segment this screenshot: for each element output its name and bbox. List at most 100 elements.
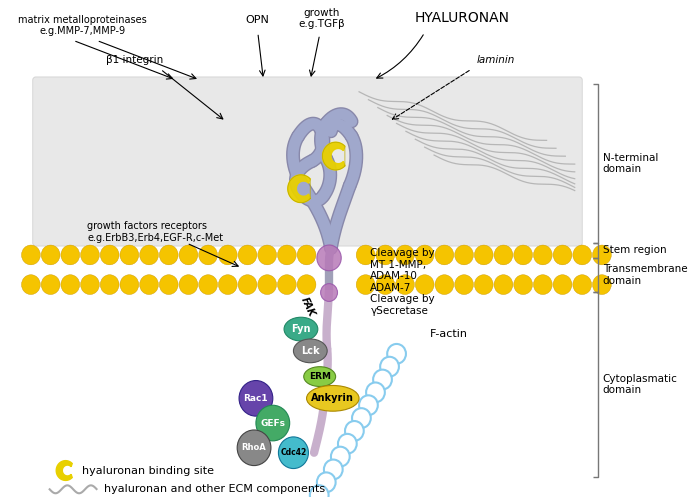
Circle shape [22, 245, 41, 265]
Text: N-terminal
domain: N-terminal domain [603, 152, 658, 174]
Circle shape [298, 245, 316, 265]
Text: Stem region: Stem region [603, 246, 666, 256]
Ellipse shape [284, 317, 318, 341]
Circle shape [120, 245, 139, 265]
Circle shape [376, 245, 395, 265]
Circle shape [345, 421, 364, 441]
Circle shape [338, 434, 357, 454]
Circle shape [475, 245, 493, 265]
Text: hyaluronan binding site: hyaluronan binding site [83, 466, 214, 475]
Circle shape [573, 274, 591, 294]
Circle shape [61, 245, 80, 265]
Circle shape [435, 245, 454, 265]
Text: OPN: OPN [246, 14, 270, 24]
Circle shape [256, 406, 290, 441]
Text: RhoA: RhoA [241, 444, 267, 452]
Text: Cleavage by
MT 1-MMP,
ADAM-10
ADAM-7: Cleavage by MT 1-MMP, ADAM-10 ADAM-7 [370, 248, 435, 293]
Text: Ankyrin: Ankyrin [312, 394, 354, 404]
Circle shape [279, 437, 309, 468]
Circle shape [258, 274, 277, 294]
Circle shape [199, 274, 218, 294]
Ellipse shape [307, 386, 359, 411]
Circle shape [553, 274, 572, 294]
Text: Cleavage by
γSecretase: Cleavage by γSecretase [370, 294, 435, 316]
Circle shape [356, 245, 375, 265]
Circle shape [324, 460, 343, 479]
Circle shape [380, 357, 399, 376]
Circle shape [331, 446, 350, 466]
Text: hyaluronan and other ECM components: hyaluronan and other ECM components [104, 484, 326, 494]
Circle shape [140, 274, 158, 294]
Circle shape [366, 382, 385, 402]
Ellipse shape [293, 339, 327, 362]
Circle shape [455, 274, 473, 294]
Circle shape [494, 245, 513, 265]
Circle shape [514, 245, 533, 265]
Circle shape [553, 245, 572, 265]
Text: ERM: ERM [309, 372, 330, 381]
Circle shape [475, 274, 493, 294]
Circle shape [41, 245, 60, 265]
Circle shape [239, 380, 273, 416]
Circle shape [237, 430, 271, 466]
Circle shape [160, 274, 178, 294]
Circle shape [179, 245, 198, 265]
Circle shape [218, 245, 237, 265]
Circle shape [303, 498, 321, 500]
Circle shape [533, 274, 552, 294]
Circle shape [277, 245, 296, 265]
Text: Fyn: Fyn [291, 324, 311, 334]
Text: growth factors receptors
e.g.ErbB3,Erb4,EGF-R,c-Met: growth factors receptors e.g.ErbB3,Erb4,… [88, 222, 223, 243]
Circle shape [592, 245, 611, 265]
Text: FAK: FAK [299, 296, 316, 318]
Circle shape [395, 245, 414, 265]
Circle shape [100, 245, 119, 265]
Circle shape [494, 274, 513, 294]
Text: laminin: laminin [476, 55, 514, 65]
Circle shape [415, 274, 434, 294]
Circle shape [80, 274, 99, 294]
Text: matrix metalloproteinases
e.g.MMP-7,MMP-9: matrix metalloproteinases e.g.MMP-7,MMP-… [18, 14, 147, 36]
Circle shape [321, 284, 337, 302]
Circle shape [120, 274, 139, 294]
Circle shape [387, 344, 406, 364]
Circle shape [179, 274, 198, 294]
Text: β1 integrin: β1 integrin [106, 55, 163, 65]
Circle shape [359, 396, 378, 415]
Circle shape [352, 408, 371, 428]
Polygon shape [323, 142, 345, 170]
Circle shape [238, 245, 257, 265]
Circle shape [373, 370, 392, 390]
Circle shape [218, 274, 237, 294]
Circle shape [140, 245, 158, 265]
Text: HYALURONAN: HYALURONAN [414, 10, 510, 24]
Circle shape [277, 274, 296, 294]
Circle shape [415, 245, 434, 265]
Circle shape [395, 274, 414, 294]
FancyBboxPatch shape [33, 77, 582, 246]
Circle shape [455, 245, 473, 265]
Circle shape [22, 274, 41, 294]
Circle shape [573, 245, 591, 265]
Text: Cytoplasmatic
domain: Cytoplasmatic domain [603, 374, 678, 396]
Circle shape [258, 245, 277, 265]
Circle shape [80, 245, 99, 265]
Circle shape [317, 245, 342, 271]
Circle shape [310, 486, 328, 500]
Text: growth
e.g.TGFβ: growth e.g.TGFβ [298, 8, 345, 30]
Circle shape [533, 245, 552, 265]
Circle shape [356, 274, 375, 294]
Circle shape [435, 274, 454, 294]
Circle shape [376, 274, 395, 294]
Circle shape [238, 274, 257, 294]
Circle shape [317, 472, 335, 492]
Text: GEFs: GEFs [260, 418, 286, 428]
Circle shape [160, 245, 178, 265]
Polygon shape [56, 460, 72, 480]
Circle shape [61, 274, 80, 294]
Text: F-actin: F-actin [429, 329, 468, 339]
Text: Rac1: Rac1 [244, 394, 268, 403]
Ellipse shape [304, 366, 335, 386]
Circle shape [592, 274, 611, 294]
Polygon shape [288, 175, 310, 203]
